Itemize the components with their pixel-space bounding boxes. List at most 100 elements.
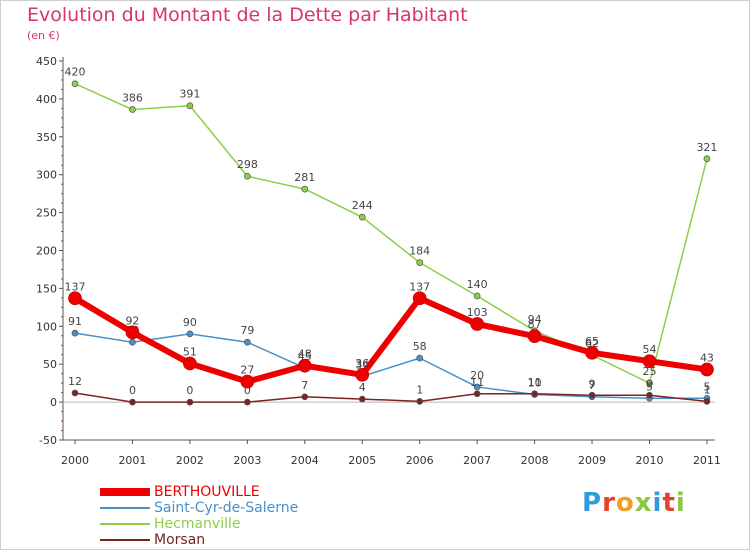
x-tick-label: 2004: [291, 454, 319, 467]
data-label-saint-cyr-de-salerne: 10: [528, 377, 542, 390]
data-point-saint-cyr-de-salerne: [129, 338, 136, 346]
data-label-hecmanville: 244: [352, 199, 373, 212]
data-point-saint-cyr-de-salerne: [244, 338, 251, 346]
data-point-berthouville: [585, 345, 599, 360]
data-point-morsan: [473, 390, 481, 398]
data-label-morsan: 0: [129, 384, 136, 397]
data-label-berthouville: 36: [355, 357, 369, 370]
data-point-berthouville: [355, 367, 370, 382]
legend-label: Morsan: [154, 531, 206, 548]
data-label-hecmanville: 281: [294, 171, 315, 184]
data-point-morsan: [186, 398, 194, 406]
data-label-hecmanville: 62: [585, 337, 599, 350]
chart-legend: BERTHOUVILLE Saint-Cyr-de-Salerne Hecmanvi…: [100, 484, 298, 548]
data-label-berthouville: 27: [240, 364, 254, 377]
data-label-berthouville: 51: [183, 345, 197, 358]
logo-letter: P: [582, 488, 603, 518]
x-tick-label: 2003: [233, 454, 261, 467]
data-label-hecmanville: 298: [237, 158, 258, 171]
x-tick-label: 2005: [348, 454, 376, 467]
legend-item: BERTHOUVILLE: [100, 484, 298, 500]
data-point-morsan: [358, 395, 366, 403]
series-morsan: 120 0 0 7 4 111 11 9 9 1: [68, 375, 711, 406]
data-label-hecmanville: 420: [65, 66, 86, 79]
legend-swatch: [100, 539, 150, 541]
data-label-morsan: 0: [244, 384, 251, 397]
data-point-berthouville: [125, 325, 140, 340]
data-label-berthouville: 87: [528, 318, 542, 331]
data-point-morsan: [129, 398, 136, 406]
data-point-hecmanville: [71, 80, 79, 88]
data-point-berthouville: [700, 362, 714, 377]
legend-label: Saint-Cyr-de-Salerne: [154, 499, 299, 516]
data-label-morsan: 12: [68, 375, 82, 388]
data-label-hecmanville: 184: [409, 245, 430, 258]
legend-item: Morsan: [100, 532, 298, 548]
data-point-morsan: [301, 393, 309, 401]
data-point-hecmanville: [358, 213, 366, 221]
logo-letter: i: [675, 488, 686, 518]
data-point-morsan: [588, 391, 596, 399]
data-label-morsan: 7: [301, 379, 308, 392]
legend-label: BERTHOUVILLE: [154, 483, 260, 500]
data-point-berthouville: [470, 317, 484, 331]
data-label-morsan: 9: [589, 377, 596, 390]
data-label-hecmanville: 140: [467, 278, 488, 291]
legend-swatch: [100, 488, 150, 496]
x-tick-label: 2011: [693, 454, 721, 467]
series-hecmanville: 420 386 391 298 281 244 184 140 94 62 25 321: [65, 66, 717, 387]
data-label-saint-cyr-de-salerne: 90: [183, 316, 197, 329]
logo-letter: o: [615, 488, 635, 518]
y-tick-label: 50: [43, 358, 57, 371]
data-label-berthouville: 48: [298, 348, 312, 361]
data-point-saint-cyr-de-salerne: [473, 383, 481, 391]
data-point-morsan: [646, 391, 653, 399]
data-point-morsan: [71, 389, 79, 397]
data-label-morsan: 0: [186, 384, 193, 397]
x-tick-label: 2007: [463, 454, 491, 467]
data-point-berthouville: [240, 374, 255, 389]
x-tick-label: 2006: [406, 454, 434, 467]
series-line-morsan: [74, 392, 708, 403]
x-tick-label: 2010: [636, 454, 664, 467]
data-label-berthouville: 137: [409, 280, 430, 293]
data-label-berthouville: 137: [65, 280, 86, 293]
y-tick-label: 250: [36, 207, 57, 220]
data-label-saint-cyr-de-salerne: 45: [298, 350, 312, 363]
data-point-saint-cyr-de-salerne: [186, 330, 194, 338]
data-label-saint-cyr-de-salerne: 20: [470, 369, 484, 382]
legend-swatch: [100, 507, 150, 509]
x-tick-label: 2008: [521, 454, 549, 467]
data-point-hecmanville: [473, 292, 481, 300]
legend-swatch: [100, 523, 150, 525]
y-tick-label: 200: [36, 245, 57, 258]
data-label-saint-cyr-de-salerne: 79: [240, 324, 254, 337]
data-point-berthouville: [412, 291, 427, 306]
x-tick-label: 2000: [61, 454, 89, 467]
y-tick-label: 150: [36, 282, 57, 295]
data-label-berthouville: 103: [467, 306, 488, 319]
data-label-morsan: 11: [528, 376, 542, 389]
data-label-hecmanville: 321: [696, 141, 717, 154]
legend-item: Hecmanville: [100, 516, 298, 532]
logo-letter: x: [634, 488, 653, 518]
data-label-saint-cyr-de-salerne: 5: [646, 380, 653, 393]
chart-title: Evolution du Montant de la Dette par Hab…: [27, 4, 468, 26]
data-point-hecmanville: [301, 185, 309, 193]
data-point-berthouville: [642, 354, 657, 369]
data-point-morsan: [703, 397, 711, 405]
data-label-hecmanville: 25: [643, 365, 657, 378]
logo-letter: r: [602, 488, 616, 518]
y-tick-label: 100: [36, 320, 57, 333]
data-label-hecmanville: 391: [179, 88, 200, 101]
chart-subtitle: (en €): [27, 29, 60, 42]
series-line-berthouville: [73, 295, 708, 385]
legend-item: Saint-Cyr-de-Salerne: [100, 500, 298, 516]
data-point-saint-cyr-de-salerne: [71, 329, 79, 337]
data-label-berthouville: 43: [700, 352, 714, 365]
data-point-berthouville: [68, 291, 82, 306]
series-line-saint-cyr-de-salerne: [74, 332, 707, 400]
data-label-saint-cyr-de-salerne: 7: [589, 379, 596, 392]
